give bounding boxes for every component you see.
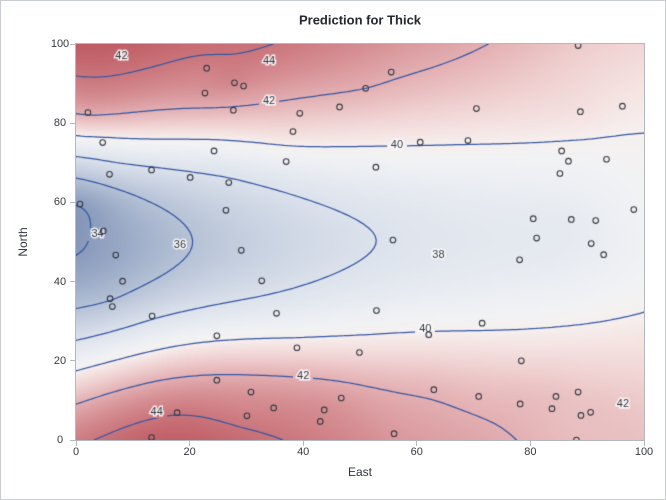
y-tick-label: 40 [53, 275, 67, 288]
x-tick-label: 100 [634, 446, 654, 458]
y-tick-mark [70, 281, 75, 283]
y-axis-label: North [16, 227, 30, 257]
y-tick-label: 20 [53, 354, 67, 367]
x-tick-mark [643, 441, 645, 446]
y-tick-label: 100 [50, 38, 70, 50]
x-tick-label: 0 [72, 446, 80, 458]
y-tick-mark [70, 201, 75, 203]
x-tick-label: 80 [524, 446, 537, 458]
x-tick-mark [189, 441, 191, 446]
y-tick-label: 0 [56, 434, 64, 446]
x-tick-mark [75, 441, 77, 446]
x-tick-mark [302, 441, 304, 446]
y-tick-mark [70, 122, 75, 124]
x-tick-mark [416, 441, 418, 446]
x-tick-label: 20 [183, 446, 196, 458]
y-tick-mark [70, 43, 75, 45]
y-tick-mark [70, 360, 75, 362]
contour-plot-canvas [76, 44, 644, 440]
x-tick-label: 60 [410, 446, 423, 458]
y-tick-label: 60 [53, 196, 67, 209]
y-tick-label: 80 [53, 117, 67, 130]
y-tick-mark [70, 439, 75, 441]
x-tick-mark [529, 441, 531, 446]
x-tick-label: 40 [297, 446, 310, 458]
chart-title: Prediction for Thick [298, 12, 422, 28]
x-axis-label: East [347, 465, 373, 479]
